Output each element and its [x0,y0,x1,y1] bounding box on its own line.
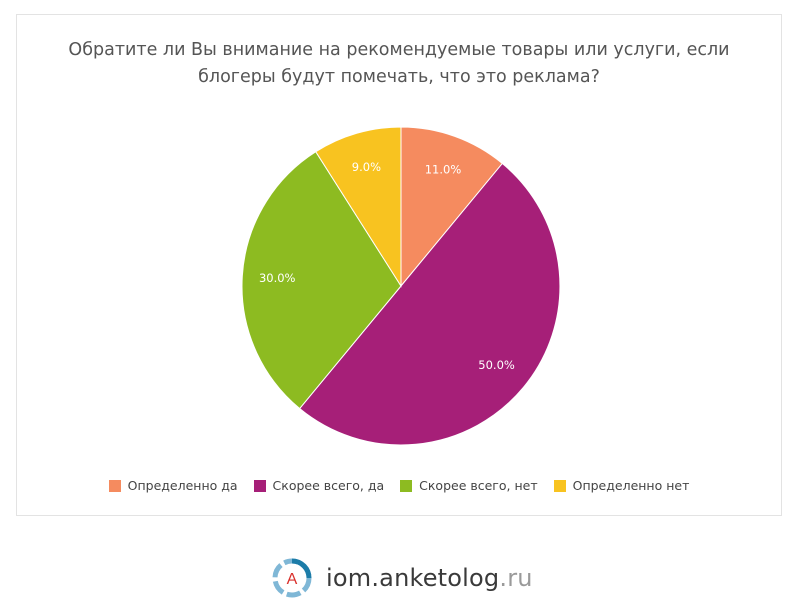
site-name: iom.anketolog.ru [326,564,533,592]
chart-card: Обратите ли Вы внимание на рекомендуемые… [16,14,782,516]
legend-swatch-4 [553,479,566,492]
pie-slice-4[interactable] [315,126,402,288]
logo-letter: A [287,571,298,588]
chart-title-line-1: Обратите ли Вы внимание на рекомендуемые… [68,40,730,60]
pie-value-labels: 11.0% 50.0% 30.0% 9.0% [259,160,515,372]
pie-value-label-1: 11.0% [425,162,462,176]
site-name-tld: .ru [499,564,533,592]
pie-chart: 11.0% 50.0% 30.0% 9.0% [241,126,561,446]
legend-label-4: Определенно нет [572,478,690,493]
anketolog-logo-icon: A [272,558,312,598]
legend-label-3: Скорее всего, нет [419,478,538,493]
legend-swatch-2 [253,479,266,492]
anketolog-logo[interactable]: A iom.anketolog.ru [270,556,533,600]
pie-slice-2[interactable] [298,162,561,446]
legend-item-1[interactable]: Определенно да [108,478,238,493]
chart-title-line-2: блогеры будут помечать, что это реклама? [198,67,600,87]
legend-label-2: Скорее всего, да [272,478,385,493]
site-name-main: iom.anketolog [326,564,500,592]
legend-item-2[interactable]: Скорее всего, да [253,478,385,493]
pie-slices [241,126,561,446]
chart-title: Обратите ли Вы внимание на рекомендуемые… [17,37,781,91]
legend-item-3[interactable]: Скорее всего, нет [400,478,538,493]
chart-legend: Определенно да Скорее всего, да Скорее в… [17,478,781,493]
legend-item-4[interactable]: Определенно нет [553,478,690,493]
pie-slice-3[interactable] [241,151,402,410]
pie-value-label-4: 9.0% [352,160,381,174]
pie-slice-1[interactable] [400,126,504,288]
pie-value-label-3: 30.0% [259,271,296,285]
legend-swatch-3 [400,479,413,492]
pie-value-label-2: 50.0% [478,358,515,372]
legend-swatch-1 [108,479,121,492]
legend-label-1: Определенно да [127,478,238,493]
